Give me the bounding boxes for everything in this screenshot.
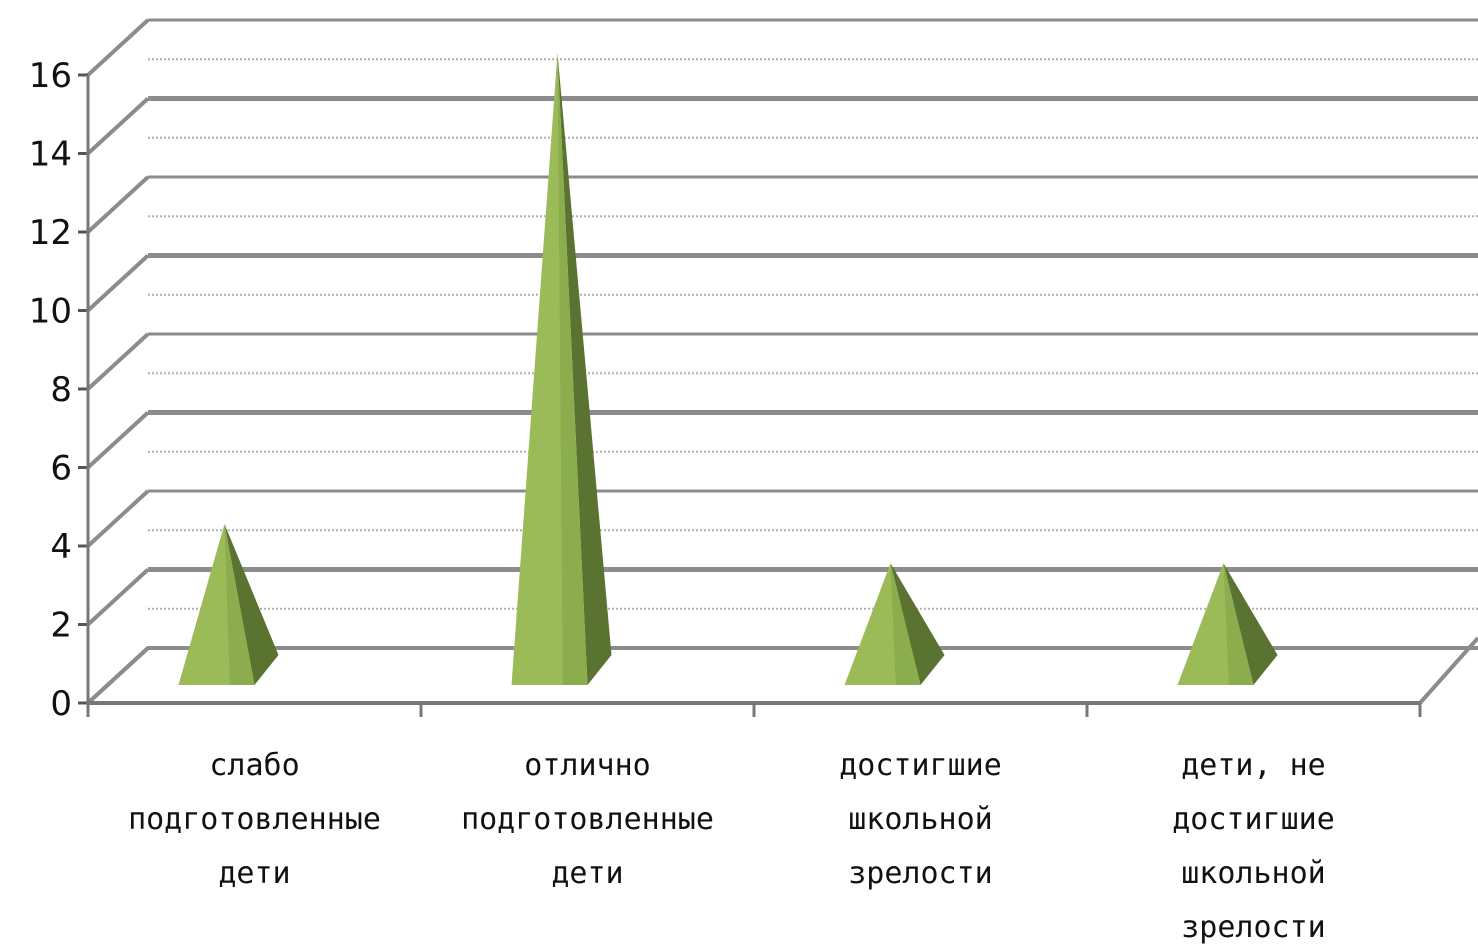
bar-pyramid: [178, 524, 279, 685]
y-tick-label: 6: [50, 449, 72, 489]
y-tick-label: 12: [29, 213, 72, 253]
gridline-side: [86, 97, 150, 155]
x-category-label: достигшие школьной зрелости: [839, 748, 1002, 891]
gridline-side: [86, 175, 150, 234]
gridline-side: [86, 489, 150, 548]
gridline-side: [86, 411, 150, 469]
bar-pyramid: [511, 53, 612, 685]
axes: [78, 73, 1422, 717]
x-category-label-line: школьной: [1181, 856, 1326, 891]
bar-pyramid-side: [557, 53, 612, 685]
x-category-label: слабо подготовленные дети: [128, 748, 381, 891]
x-category-label-line: дети: [218, 856, 290, 891]
x-category-label-line: подготовленные: [461, 802, 714, 837]
y-tick-label: 14: [29, 135, 72, 175]
x-category-label: отлично подготовленные дети: [461, 748, 714, 891]
bar-pyramid-side: [1223, 563, 1278, 685]
bar-pyramid-shade: [1223, 563, 1254, 685]
x-category-label-line: дети, не: [1181, 748, 1326, 783]
bar-pyramid-shade: [224, 524, 255, 685]
bars: [178, 53, 1278, 685]
x-category-label-line: зрелости: [1181, 910, 1326, 945]
x-category-label-line: подготовленные: [128, 802, 381, 837]
x-category-label: дети, не достигшие школьной зрелости: [1172, 748, 1335, 945]
bar-pyramid-shade: [890, 563, 921, 685]
x-category-labels: слабо подготовленные дети отлично подготовле…: [128, 748, 1335, 945]
x-category-label-line: достигшие: [839, 748, 1002, 783]
gridline-side: [86, 646, 150, 705]
y-tick-label: 0: [50, 684, 72, 724]
gridline-side: [86, 18, 150, 77]
gridline-side: [86, 254, 150, 312]
y-tick-label: 10: [29, 292, 72, 332]
gridlines: [86, 18, 1478, 705]
bar-pyramid-side: [890, 563, 945, 685]
bar-pyramid: [844, 563, 945, 685]
x-category-label-line: дети: [551, 856, 623, 891]
y-tick-label: 2: [50, 606, 72, 646]
gridline-side: [86, 568, 150, 626]
gridline-side: [86, 332, 150, 391]
bar-pyramid-shade: [557, 53, 588, 685]
x-category-label-line: слабо: [209, 748, 299, 783]
y-tick-label: 16: [29, 56, 72, 96]
bar-pyramid-side: [224, 524, 279, 685]
bar-pyramid: [1177, 563, 1278, 685]
x-category-label-line: достигшие: [1172, 802, 1335, 837]
y-tick-label: 8: [50, 370, 72, 410]
x-category-label-line: школьной: [848, 802, 993, 837]
x-category-label-line: зрелости: [848, 856, 993, 891]
y-tick-labels: 0 2 4 6 8 10 12 14 16: [29, 56, 72, 724]
y-tick-label: 4: [50, 527, 72, 567]
x-category-label-line: отлично: [524, 748, 650, 783]
